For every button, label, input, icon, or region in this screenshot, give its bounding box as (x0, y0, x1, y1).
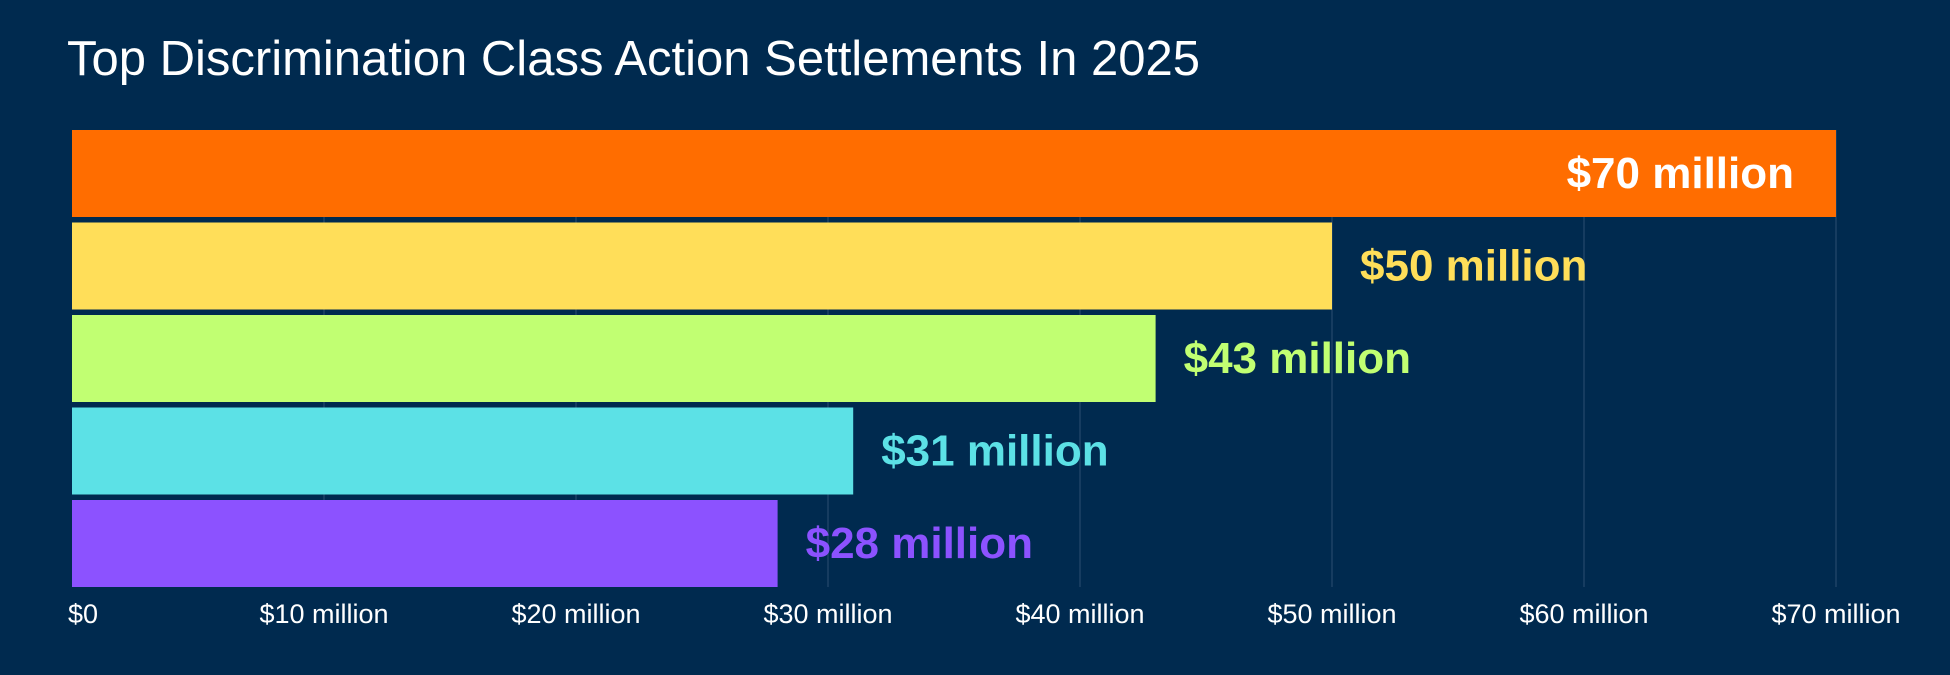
bar-value-label-4: $28 million (806, 519, 1033, 568)
bar-4 (72, 500, 778, 587)
x-tick-label-0: $0 (68, 599, 98, 629)
bar-value-label-3: $31 million (881, 427, 1108, 476)
bar-value-label-2: $43 million (1184, 334, 1411, 383)
bars (72, 130, 1836, 587)
x-tick-label-2: $20 million (511, 599, 640, 629)
chart-title: Top Discrimination Class Action Settleme… (67, 32, 1200, 86)
bar-0 (72, 130, 1836, 217)
bar-value-label-1: $50 million (1360, 242, 1587, 291)
x-tick-label-5: $50 million (1267, 599, 1396, 629)
bar-value-label-0: $70 million (1567, 149, 1794, 198)
x-tick-label-6: $60 million (1519, 599, 1648, 629)
x-axis-tick-labels: $0 $10 million $20 million $30 million $40 m… (68, 599, 1901, 629)
x-tick-label-1: $10 million (259, 599, 388, 629)
bar-1 (72, 222, 1332, 310)
bar-3 (72, 407, 854, 495)
x-tick-label-7: $70 million (1771, 599, 1900, 629)
x-tick-label-3: $30 million (763, 599, 892, 629)
bar-2 (72, 315, 1156, 402)
x-tick-label-4: $40 million (1015, 599, 1144, 629)
bar-value-labels: $70 million $50 million $43 million $31 mil… (806, 149, 1794, 568)
